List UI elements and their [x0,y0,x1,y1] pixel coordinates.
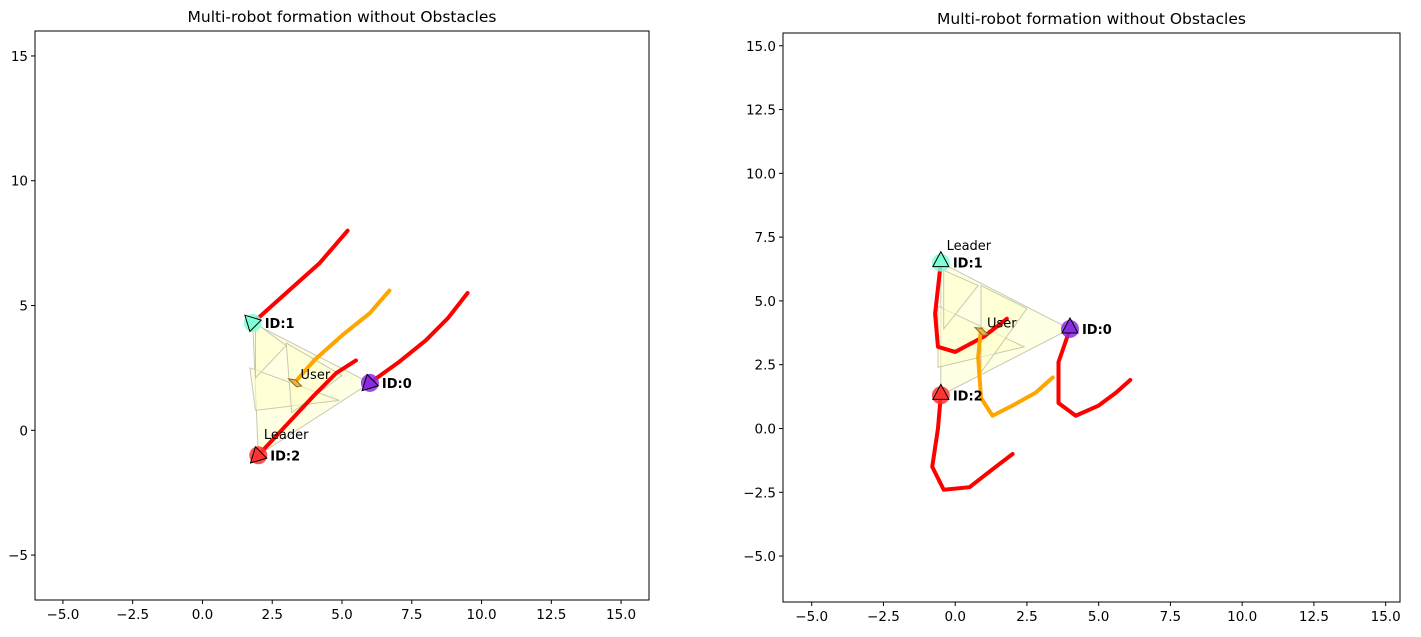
chart-title: Multi-robot formation without Obstacles [937,10,1246,28]
x-tick-label: 15.0 [606,607,636,623]
robot-heading-arrow [1061,316,1079,334]
x-tick-label: 12.5 [1299,609,1329,625]
y-tick-label: 12.5 [746,103,776,119]
robot-trail [1056,326,1133,418]
formation-triangle [254,322,287,380]
x-tick-label: −2.5 [116,607,149,623]
robot-heading-arrow [932,383,950,400]
robot-id-label: ID:1 [265,317,295,332]
robot-trail [930,393,1015,492]
chart-right: Multi-robot formation without Obstacles … [743,10,1400,625]
y-tick-label: 0.0 [755,421,776,437]
robot-id-label: ID:2 [953,389,983,404]
y-tick-label: 15 [11,49,28,65]
robot-heading-arrow [932,250,950,268]
chart-left: Multi-robot formation without Obstacles … [8,8,650,623]
robot-id-label: ID:1 [953,257,983,272]
chart-title: Multi-robot formation without Obstacles [188,8,497,26]
robot-heading-arrow [249,445,268,464]
x-tick-label: −5.0 [47,607,80,623]
robot-trail [933,260,1009,354]
user-label: User [301,368,331,383]
x-tick-label: −2.5 [867,609,900,625]
x-tick-label: −5.0 [795,609,828,625]
x-tick-label: 7.5 [401,607,422,623]
plot-frame [782,32,1401,603]
y-tick-label: 7.5 [755,230,776,246]
y-tick-label: 15.0 [746,39,776,55]
user-trail [292,288,392,385]
robot-trail [250,228,350,325]
leader-label: Leader [947,239,992,254]
robot-id-label: ID:0 [382,377,412,392]
formation-triangle [943,269,979,331]
robot-id-label: ID:0 [1082,323,1112,338]
y-tick-label: 5 [19,299,28,315]
leader-label: Leader [264,428,309,443]
y-tick-label: −5.0 [743,549,776,565]
y-tick-label: 5.0 [755,294,776,310]
x-tick-label: 7.5 [1160,609,1181,625]
x-tick-label: 2.5 [261,607,282,623]
x-tick-label: 5.0 [331,607,352,623]
robot-trail [367,291,470,385]
y-tick-label: 0 [19,423,28,439]
y-tick-label: 2.5 [755,358,776,374]
user-label: User [987,317,1017,332]
user-marker [973,326,990,337]
y-tick-label: 10.0 [746,166,776,182]
x-tick-label: 10.0 [1227,609,1257,625]
x-tick-label: 12.5 [536,607,566,623]
robot-id-label: ID:2 [270,449,300,464]
user-marker [287,378,303,388]
robot-trail [256,358,358,458]
plot-frame [34,30,650,601]
y-tick-label: −5 [8,548,28,564]
x-tick-label: 5.0 [1088,609,1109,625]
x-tick-label: 10.0 [467,607,497,623]
robot-heading-arrow [361,373,380,392]
user-trail [976,326,1055,418]
x-tick-label: 2.5 [1016,609,1037,625]
x-tick-label: 0.0 [944,609,965,625]
robot-heading-arrow [244,314,263,333]
x-tick-label: 0.0 [192,607,213,623]
x-tick-label: 15.0 [1371,609,1401,625]
y-tick-label: −2.5 [743,485,776,501]
y-tick-label: 10 [11,174,28,190]
